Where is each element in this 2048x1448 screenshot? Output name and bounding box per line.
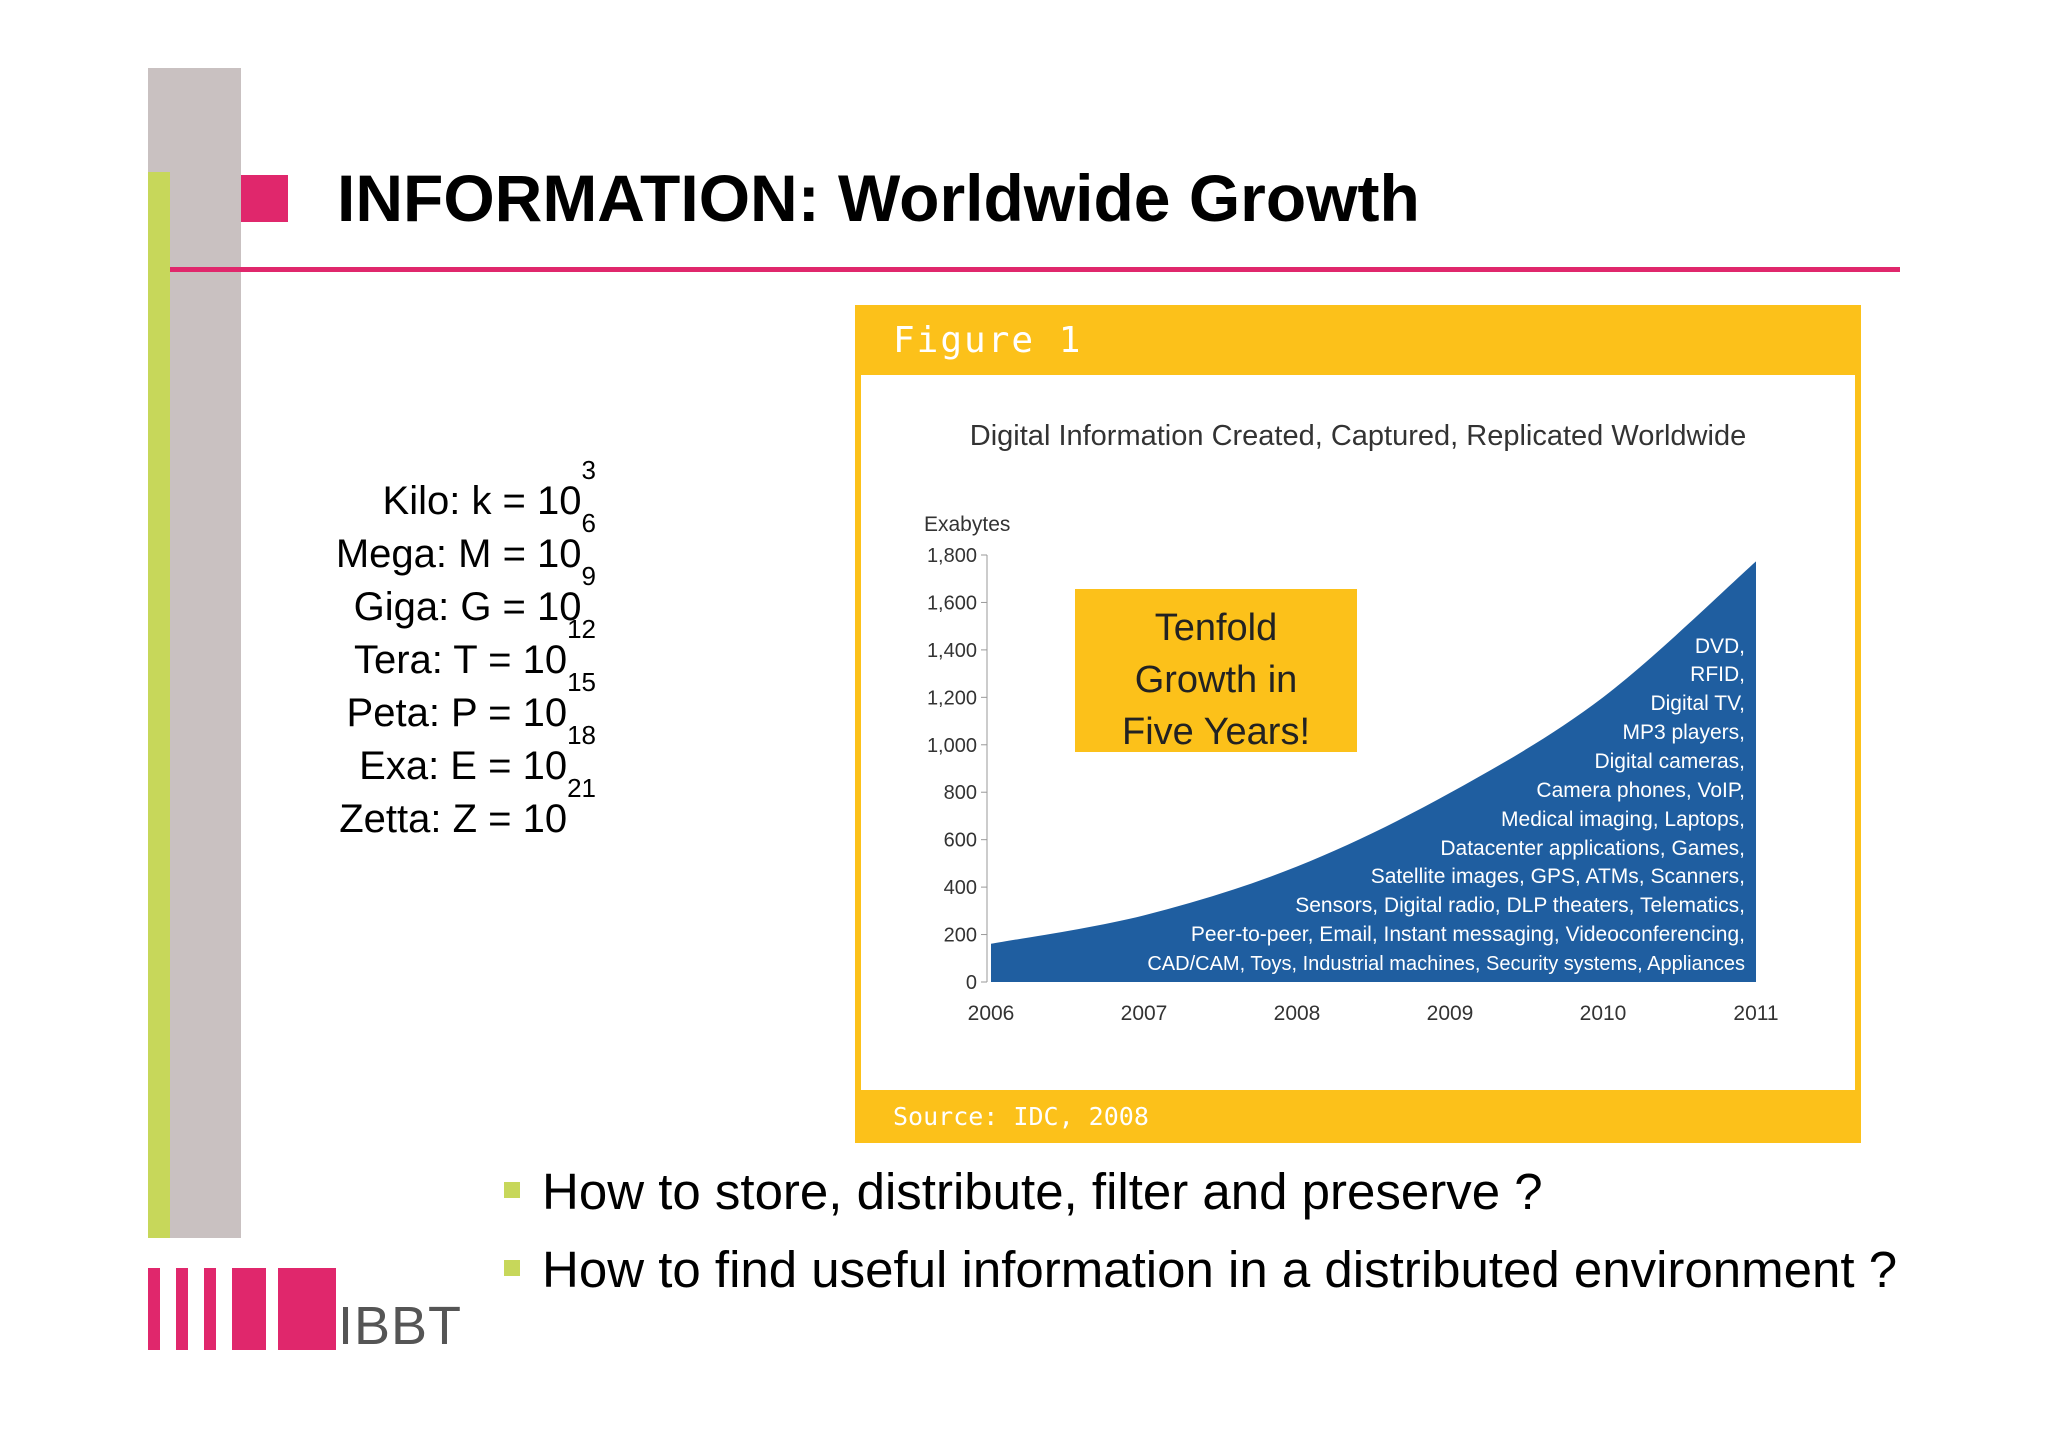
figure-source: Source: IDC, 2008 (893, 1102, 1149, 1131)
logo-bar (204, 1268, 216, 1350)
x-tick-label: 2010 (1580, 1002, 1627, 1025)
logo-bar (148, 1268, 160, 1350)
unit-row: Kilo: k = 103 (382, 455, 596, 523)
logo-bar (232, 1268, 266, 1350)
growth-chart: Digital Information Created, Captured, R… (924, 420, 1779, 1025)
unit-prefix-list: Kilo: k = 103 Mega: M = 106 Giga: G = 10… (240, 455, 596, 846)
figure-box: Figure 1 Digital Information Created, Ca… (855, 305, 1861, 1143)
logo-bar (176, 1268, 188, 1350)
area-annotation: Peer-to-peer, Email, Instant messaging, … (1191, 923, 1745, 946)
bullet-square-icon (504, 1182, 520, 1198)
figure-label: Figure 1 (893, 320, 1083, 361)
y-tick-label: 1,600 (927, 592, 977, 614)
x-tick-label: 2007 (1121, 1002, 1168, 1025)
figure-panel: Digital Information Created, Captured, R… (861, 375, 1855, 1090)
ibbt-logo: IBBT (148, 1268, 461, 1354)
title-bullet-square (241, 175, 288, 222)
y-tick-label: 1,200 (927, 687, 977, 709)
area-annotation: Digital TV, (1650, 692, 1745, 715)
chart-title: Digital Information Created, Captured, R… (970, 420, 1746, 452)
callout-text: Growth in (1135, 659, 1298, 701)
area-annotation: MP3 players, (1622, 721, 1745, 744)
bullet-item: How to find useful information in a dist… (500, 1238, 1900, 1302)
decorative-green-bar (148, 172, 170, 1238)
unit-row: Zetta: Z = 1021 (339, 773, 596, 841)
bullet-square-icon (504, 1260, 520, 1276)
growth-area (991, 561, 1756, 982)
callout-text: Tenfold (1155, 607, 1278, 649)
unit-row: Mega: M = 106 (335, 508, 596, 576)
bullet-item: How to store, distribute, filter and pre… (500, 1160, 1900, 1224)
area-annotation: DVD, (1695, 635, 1745, 658)
area-annotation: Sensors, Digital radio, DLP theaters, Te… (1295, 894, 1745, 917)
logo-bar (278, 1268, 336, 1350)
callout-text: Five Years! (1122, 711, 1310, 753)
x-tick-label: 2008 (1274, 1002, 1321, 1025)
y-tick-label: 1,400 (927, 640, 977, 662)
unit-row: Giga: G = 109 (353, 561, 596, 629)
y-tick-label: 400 (944, 877, 977, 899)
unit-row: Exa: E = 1018 (359, 720, 596, 788)
y-tick-label: 1,000 (927, 735, 977, 757)
y-tick-label: 600 (944, 830, 977, 852)
area-annotation: Satellite images, GPS, ATMs, Scanners, (1371, 865, 1745, 888)
unit-row: Peta: P = 1015 (346, 667, 596, 735)
area-annotation: Camera phones, VoIP, (1536, 779, 1745, 802)
logo-text: IBBT (338, 1296, 463, 1356)
area-annotation: CAD/CAM, Toys, Industrial machines, Secu… (1147, 953, 1745, 975)
bullet-list: How to store, distribute, filter and pre… (500, 1160, 1900, 1316)
y-tick-label: 1,800 (927, 545, 977, 567)
y-tick-label: 200 (944, 925, 977, 947)
title-rule (170, 267, 1900, 272)
area-annotation: Datacenter applications, Games, (1440, 837, 1745, 860)
unit-row: Tera: T = 1012 (353, 614, 596, 682)
area-annotation: RFID, (1690, 663, 1745, 686)
y-tick-label: 800 (944, 782, 977, 804)
area-annotation: Digital cameras, (1594, 750, 1745, 773)
y-tick-label: 0 (966, 972, 977, 994)
x-tick-label: 2006 (968, 1002, 1015, 1025)
x-tick-label: 2011 (1733, 1002, 1778, 1025)
callout-box (1075, 589, 1357, 752)
x-tick-label: 2009 (1427, 1002, 1474, 1025)
slide-title: INFORMATION: Worldwide Growth (337, 161, 1420, 235)
y-axis-label: Exabytes (924, 513, 1010, 536)
area-annotation: Medical imaging, Laptops, (1501, 808, 1745, 831)
